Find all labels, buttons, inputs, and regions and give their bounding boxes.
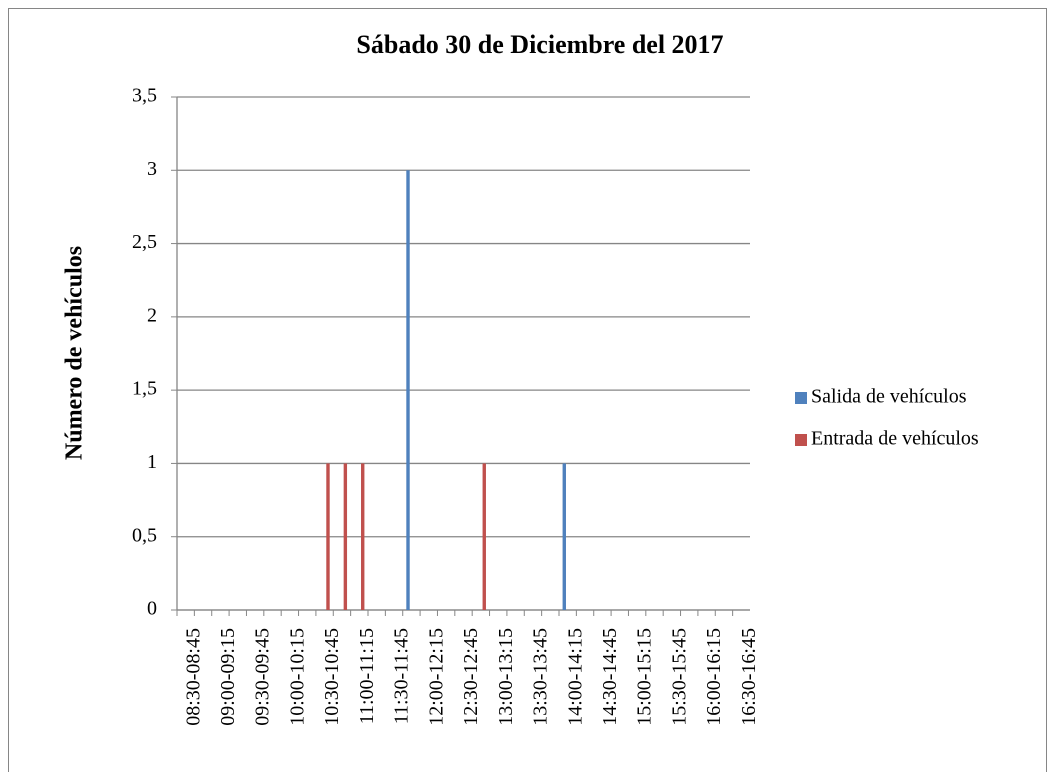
y-axis-label: Número de vehículos: [62, 246, 88, 460]
legend-swatch: [795, 434, 807, 446]
y-tick-label: 2,5: [132, 231, 157, 253]
y-tick-label: 0: [147, 598, 157, 620]
x-tick-label: 13:00-13:15: [495, 628, 517, 726]
y-tick-label: 3,5: [132, 85, 157, 107]
bar: [343, 463, 348, 610]
y-tick-label: 1: [147, 451, 157, 473]
x-tick-label: 12:00-12:15: [425, 628, 447, 726]
y-tick-label: 3: [147, 158, 157, 180]
x-tick-label: 09:30-09:45: [252, 628, 274, 726]
y-tick-label: 0,5: [132, 524, 157, 546]
x-tick-label: 12:30-12:45: [460, 628, 482, 726]
x-tick-label: 10:30-10:45: [321, 628, 343, 726]
y-tick-label: 1,5: [132, 378, 157, 400]
x-tick-label: 16:00-16:15: [703, 628, 725, 726]
bar: [406, 170, 410, 611]
bar: [326, 463, 330, 610]
chart-title: Sábado 30 de Diciembre del 2017: [356, 30, 723, 59]
y-tick-label: 2: [147, 304, 157, 326]
legend-label: Entrada de vehículos: [811, 428, 979, 450]
x-tick-label: 13:30-13:45: [530, 628, 552, 726]
bar: [482, 463, 486, 610]
bar: [562, 463, 566, 610]
legend-swatch: [795, 392, 807, 404]
x-tick-label: 08:30-08:45: [182, 628, 204, 726]
bar: [361, 463, 365, 610]
x-tick-label: 10:00-10:15: [286, 628, 308, 726]
x-tick-label: 15:00-15:15: [634, 628, 656, 726]
x-tick-label: 16:30-16:45: [738, 628, 760, 726]
legend-label: Salida de vehículos: [811, 386, 967, 408]
x-tick-label: 09:00-09:15: [217, 628, 239, 726]
x-tick-label: 15:30-15:45: [668, 628, 690, 726]
x-tick-label: 14:30-14:45: [599, 628, 621, 726]
x-tick-label: 14:00-14:15: [564, 628, 586, 726]
x-tick-label: 11:00-11:15: [356, 628, 378, 724]
x-tick-label: 11:30-11:45: [391, 628, 413, 724]
